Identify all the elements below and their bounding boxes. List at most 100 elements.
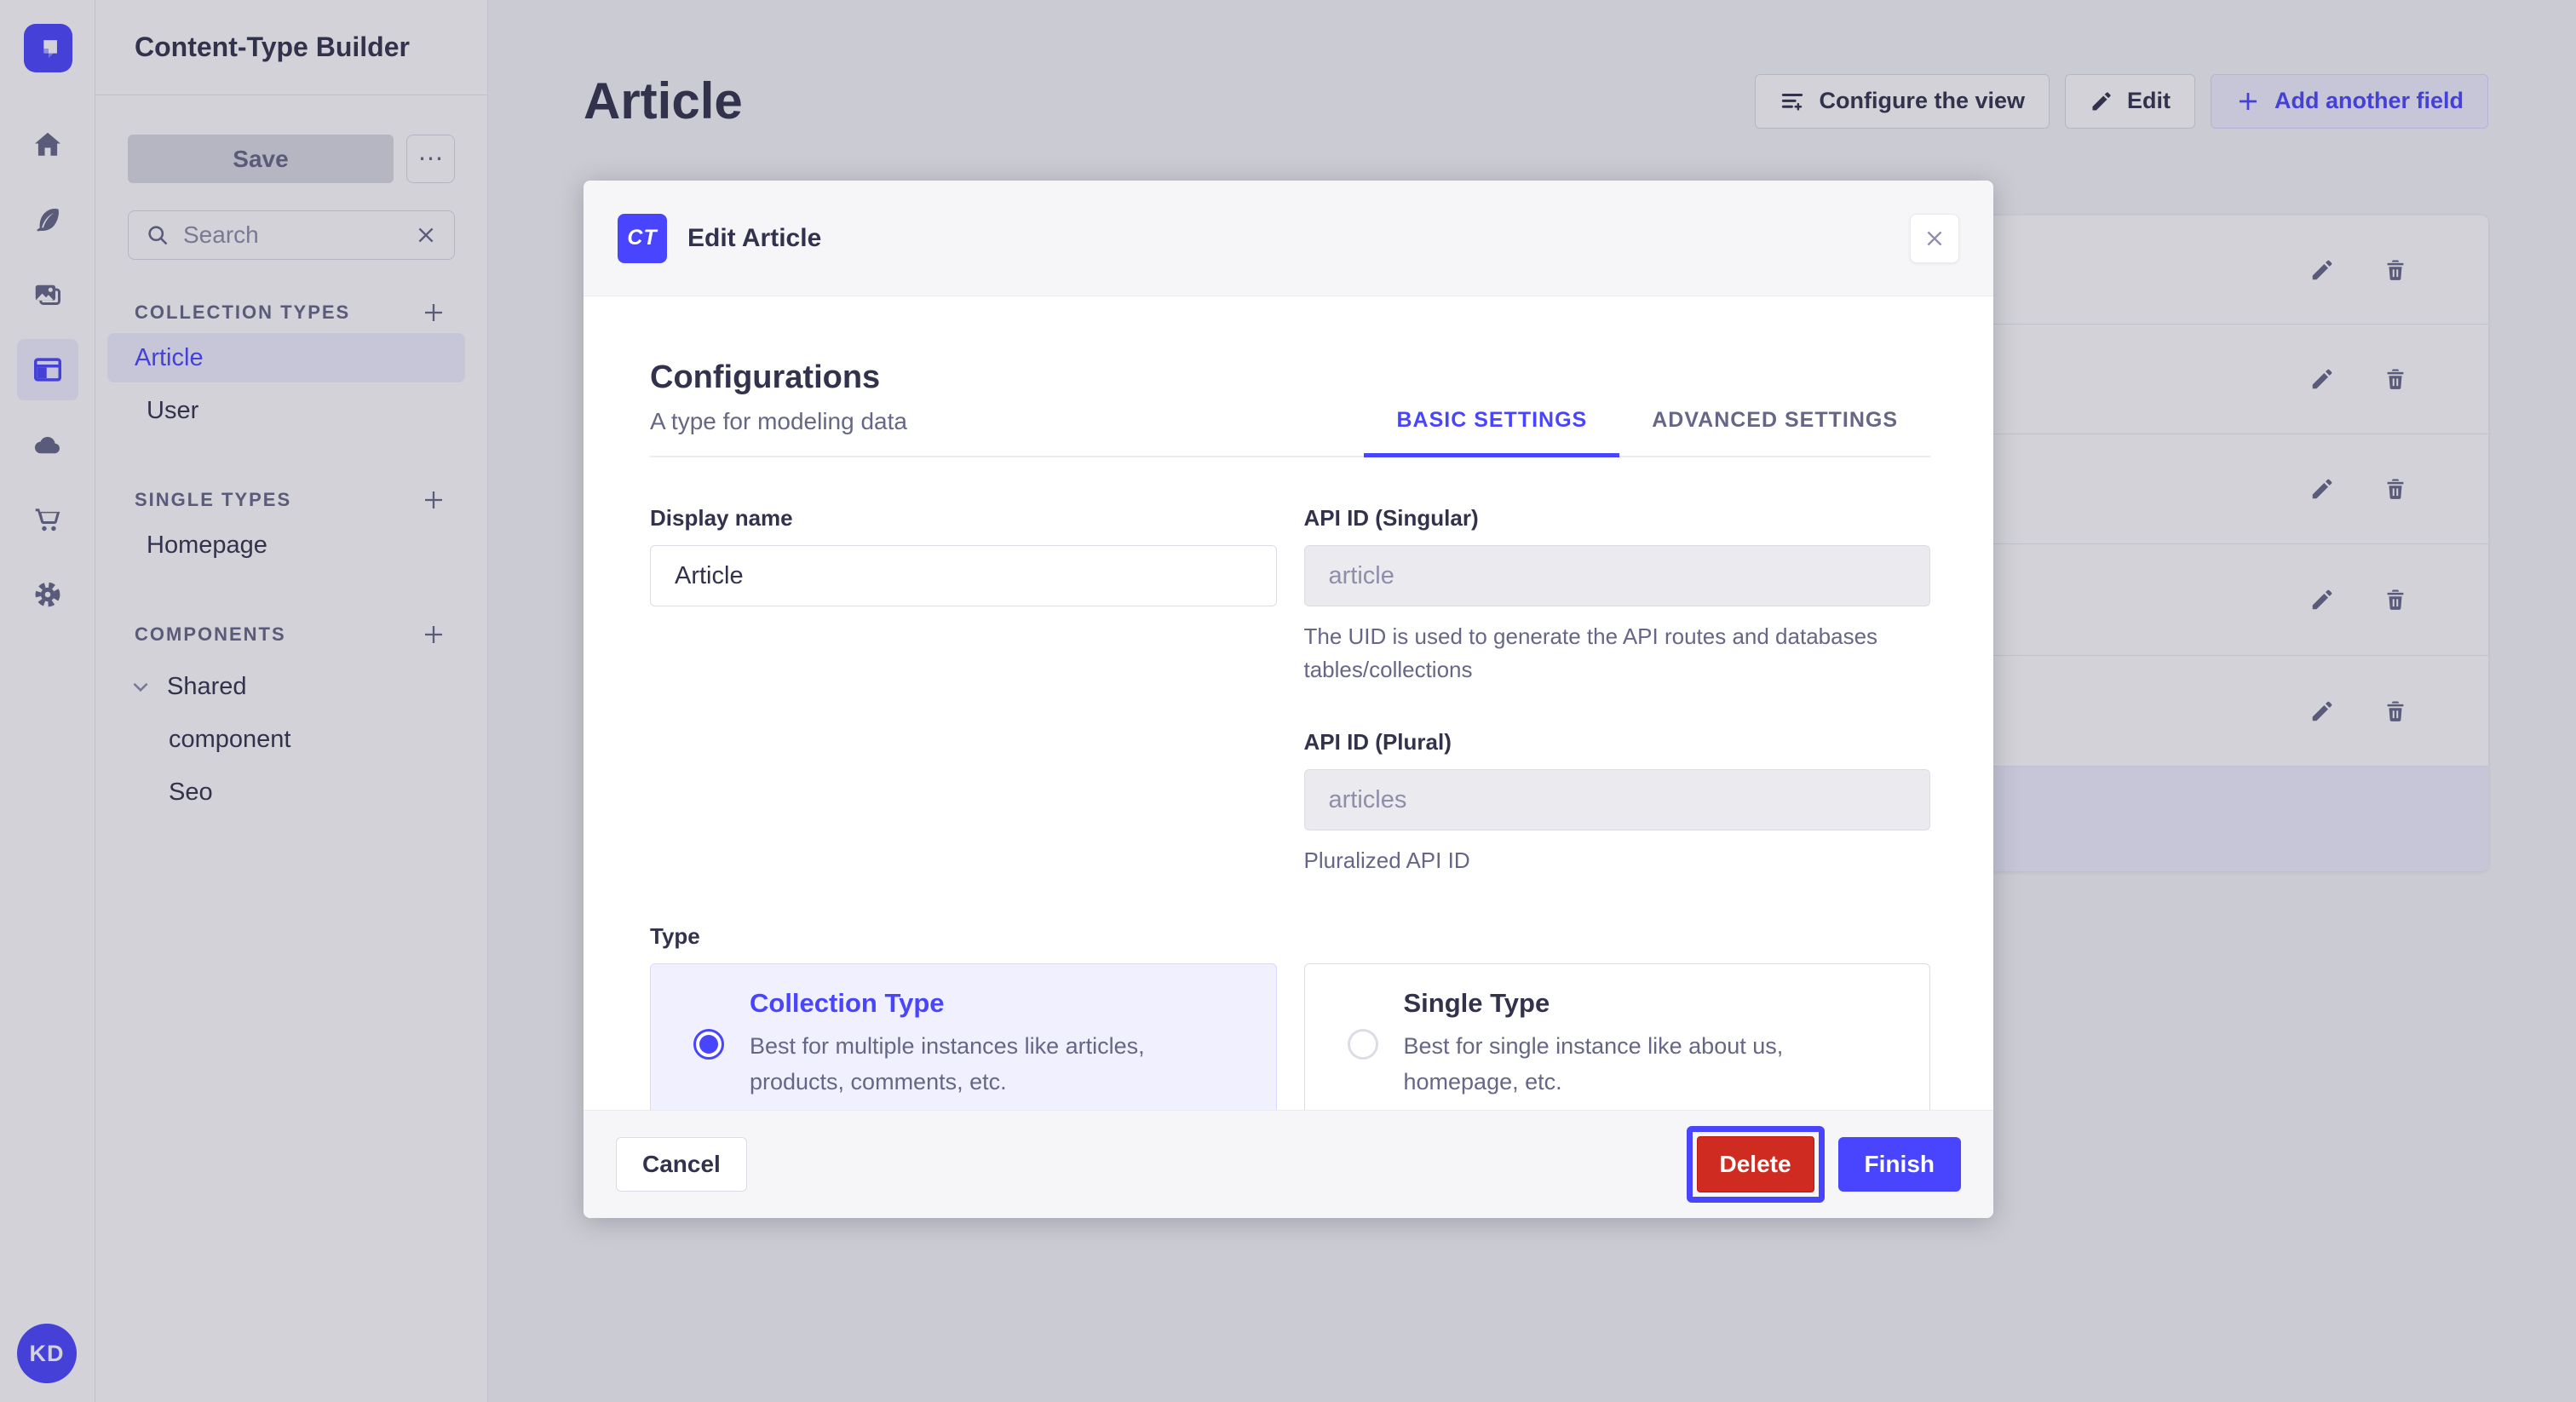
type-label: Type	[650, 923, 700, 949]
plus-icon	[425, 304, 442, 321]
tab-advanced-settings[interactable]: ADVANCED SETTINGS	[1619, 391, 1930, 457]
cloud-icon	[34, 436, 60, 454]
content-type-builder-icon	[34, 358, 61, 382]
delete-button[interactable]: Delete	[1696, 1136, 1814, 1192]
sidebar-item-marketplace[interactable]	[17, 489, 78, 550]
delete-field-button[interactable]	[2378, 471, 2413, 507]
collection-type-option[interactable]: Collection Type Best for multiple instan…	[650, 963, 1277, 1110]
sidebar-item-home[interactable]	[17, 114, 78, 175]
content-type-badge: CT	[618, 213, 667, 263]
section-title: Configurations	[650, 359, 881, 395]
sidebar-item-content-type-builder[interactable]	[17, 339, 78, 400]
chevron-down-icon	[133, 682, 148, 692]
pencil-icon	[2312, 260, 2332, 279]
plugin-header: Content-Type Builder	[95, 0, 487, 95]
delete-field-button[interactable]	[2378, 693, 2413, 729]
edit-article-modal: CT Edit Article Configurations A type fo…	[584, 181, 1993, 1218]
add-component-button[interactable]	[417, 618, 450, 651]
collection-type-description: Best for multiple instances like article…	[750, 1032, 1145, 1095]
home-icon	[35, 132, 60, 156]
delete-field-button[interactable]	[2378, 361, 2413, 397]
radio-selected-icon[interactable]	[693, 1028, 724, 1060]
strapi-logo[interactable]	[24, 24, 72, 72]
gear-icon	[35, 582, 60, 607]
search-icon	[148, 226, 168, 245]
pencil-icon	[2312, 479, 2332, 499]
radio-unselected-icon[interactable]	[1347, 1028, 1378, 1060]
plugin-title: Content-Type Builder	[135, 32, 410, 62]
cancel-button[interactable]: Cancel	[616, 1137, 747, 1192]
pencil-icon	[2312, 369, 2332, 389]
sidebar-item-homepage[interactable]: Homepage	[147, 531, 267, 559]
sidebar-item-cloud[interactable]	[17, 414, 78, 475]
section-subtitle: A type for modeling data	[650, 408, 907, 434]
delete-button-highlight-ring: Delete	[1686, 1126, 1825, 1203]
modal-header: CT Edit Article	[584, 181, 1993, 296]
save-button[interactable]: Save	[128, 135, 394, 183]
sidebar-item-article[interactable]: Article	[107, 333, 465, 382]
edit-field-button[interactable]	[2304, 471, 2340, 507]
collection-type-title: Collection Type	[750, 987, 945, 1018]
api-id-plural-hint: Pluralized API ID	[1303, 848, 1470, 873]
edit-field-button[interactable]	[2304, 252, 2340, 288]
single-types-heading: SINGLE TYPES	[135, 489, 292, 510]
sidebar-item-user[interactable]: User	[147, 396, 199, 424]
edit-button[interactable]: Edit	[2065, 73, 2195, 129]
add-single-type-button[interactable]	[417, 484, 450, 516]
trash-icon	[2387, 589, 2404, 610]
add-collection-type-button[interactable]	[417, 296, 450, 329]
search-box	[128, 210, 455, 260]
components-heading: COMPONENTS	[135, 623, 286, 645]
media-library-icon	[35, 284, 60, 305]
plus-icon	[425, 626, 442, 643]
single-type-option[interactable]: Single Type Best for single instance lik…	[1303, 963, 1930, 1110]
trash-icon	[2387, 479, 2404, 499]
configure-view-button[interactable]: Configure the view	[1755, 73, 2050, 129]
more-options-button[interactable]: ⋯	[406, 135, 455, 183]
plugin-sidebar: Content-Type Builder Save ⋯ COLLECTION T…	[95, 0, 488, 1402]
pencil-icon	[2312, 701, 2332, 721]
trash-icon	[2387, 369, 2404, 389]
api-id-singular-label: API ID (Singular)	[1303, 505, 1479, 531]
modal-title: Edit Article	[687, 223, 822, 252]
edit-field-button[interactable]	[2304, 361, 2340, 397]
content-manager-icon	[37, 208, 59, 232]
modal-body: Configurations A type for modeling data …	[584, 296, 1993, 1110]
display-name-input[interactable]	[650, 545, 1277, 606]
sidebar-item-component[interactable]: component	[169, 725, 291, 753]
close-modal-button[interactable]	[1910, 213, 1959, 263]
plus-icon	[425, 491, 442, 509]
close-icon	[1927, 231, 1942, 245]
configure-view-icon	[1782, 93, 1803, 111]
collection-types-heading: COLLECTION TYPES	[135, 302, 351, 323]
modal-footer: Cancel Delete Finish	[584, 1110, 1993, 1218]
component-group-shared[interactable]: Shared	[95, 662, 487, 711]
display-name-label: Display name	[650, 505, 793, 531]
api-id-singular-input	[1303, 545, 1930, 606]
strapi-logo-icon	[43, 39, 57, 58]
search-input[interactable]	[183, 221, 401, 249]
tab-basic-settings[interactable]: BASIC SETTINGS	[1364, 391, 1620, 457]
api-id-plural-input	[1303, 769, 1930, 830]
trash-icon	[2387, 260, 2404, 280]
sidebar-item-seo[interactable]: Seo	[169, 778, 213, 806]
single-type-description: Best for single instance like about us, …	[1403, 1032, 1784, 1095]
cart-icon	[35, 509, 60, 531]
delete-field-button[interactable]	[2378, 252, 2413, 288]
pencil-icon	[2312, 589, 2332, 610]
avatar[interactable]: KD	[17, 1324, 77, 1383]
clear-search-icon[interactable]	[415, 224, 437, 246]
edit-field-button[interactable]	[2304, 582, 2340, 618]
add-another-field-button[interactable]: Add another field	[2211, 73, 2488, 129]
plus-icon	[2240, 92, 2257, 110]
delete-field-button[interactable]	[2378, 582, 2413, 618]
edit-field-button[interactable]	[2304, 693, 2340, 729]
sidebar-item-settings[interactable]	[17, 564, 78, 625]
api-id-singular-hint: The UID is used to generate the API rout…	[1303, 623, 1878, 682]
sidebar-item-media-library[interactable]	[17, 264, 78, 325]
page-title: Article	[584, 72, 743, 129]
settings-tabs: BASIC SETTINGS ADVANCED SETTINGS	[1364, 391, 1930, 457]
sidebar-item-content-manager[interactable]	[17, 189, 78, 250]
finish-button[interactable]: Finish	[1837, 1137, 1961, 1192]
pencil-icon	[2092, 91, 2111, 110]
